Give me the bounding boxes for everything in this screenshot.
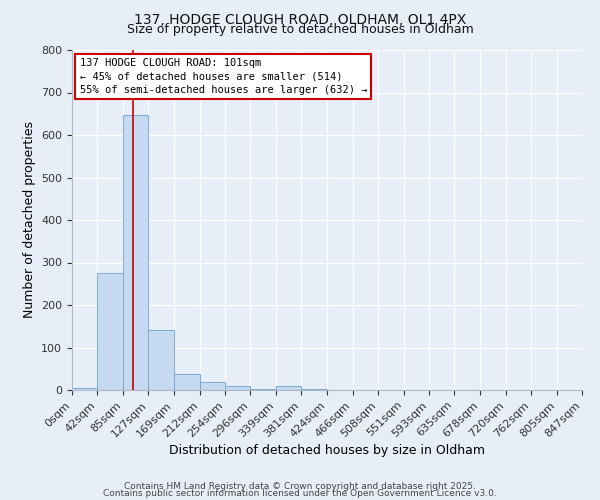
Bar bbox=[97, 273, 123, 390]
Bar bbox=[301, 388, 328, 390]
Bar bbox=[72, 388, 97, 390]
Bar bbox=[250, 388, 276, 390]
Bar bbox=[225, 386, 250, 390]
Bar bbox=[174, 374, 200, 390]
Bar bbox=[123, 114, 148, 390]
Text: Contains public sector information licensed under the Open Government Licence v3: Contains public sector information licen… bbox=[103, 489, 497, 498]
Y-axis label: Number of detached properties: Number of detached properties bbox=[23, 122, 35, 318]
Text: Size of property relative to detached houses in Oldham: Size of property relative to detached ho… bbox=[127, 22, 473, 36]
Bar bbox=[276, 386, 301, 390]
Text: Contains HM Land Registry data © Crown copyright and database right 2025.: Contains HM Land Registry data © Crown c… bbox=[124, 482, 476, 491]
Bar bbox=[200, 382, 225, 390]
Text: 137 HODGE CLOUGH ROAD: 101sqm
← 45% of detached houses are smaller (514)
55% of : 137 HODGE CLOUGH ROAD: 101sqm ← 45% of d… bbox=[80, 58, 367, 95]
Bar bbox=[148, 330, 174, 390]
X-axis label: Distribution of detached houses by size in Oldham: Distribution of detached houses by size … bbox=[169, 444, 485, 458]
Text: 137, HODGE CLOUGH ROAD, OLDHAM, OL1 4PX: 137, HODGE CLOUGH ROAD, OLDHAM, OL1 4PX bbox=[134, 12, 466, 26]
